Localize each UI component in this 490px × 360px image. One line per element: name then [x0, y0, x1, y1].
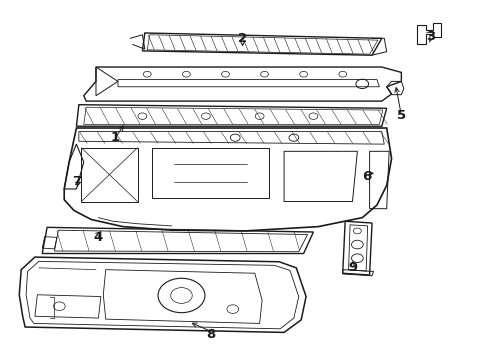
Text: 3: 3 — [426, 30, 435, 43]
Text: 6: 6 — [363, 170, 372, 183]
Text: 1: 1 — [111, 131, 120, 144]
Text: 4: 4 — [94, 231, 103, 244]
Text: 7: 7 — [72, 175, 81, 188]
Text: 8: 8 — [206, 328, 216, 341]
Text: 9: 9 — [348, 261, 357, 274]
Text: 2: 2 — [238, 32, 247, 45]
Text: 5: 5 — [397, 109, 406, 122]
